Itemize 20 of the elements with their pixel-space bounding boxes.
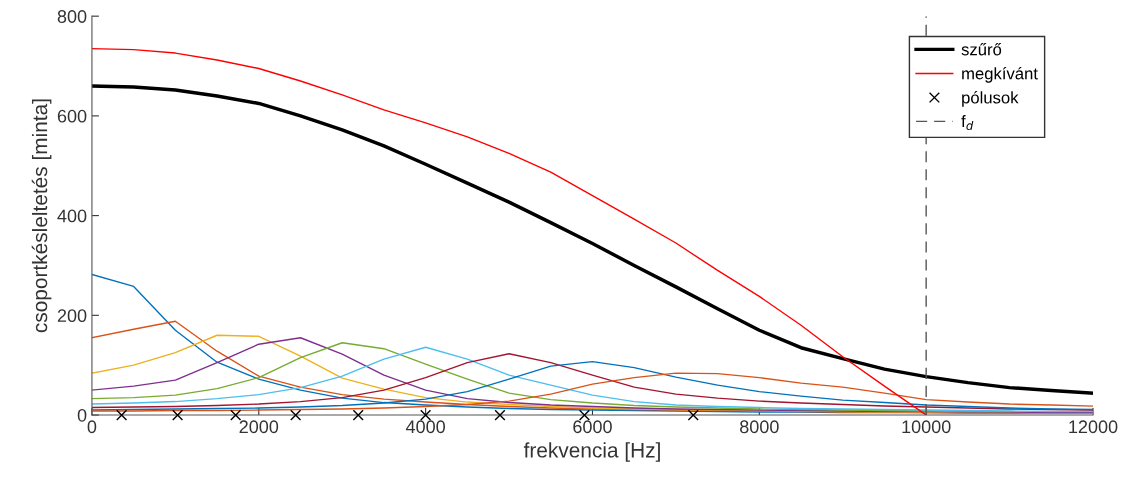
- ref-line-label: f$_{d}$: [961, 115, 974, 131]
- y-axis-title: csoportkésleltetés [minta]: [31, 99, 52, 333]
- y-tick-label: 800: [57, 10, 87, 23]
- x-tick-label: 12000: [1069, 420, 1118, 434]
- y-tick-label: 0: [77, 408, 87, 422]
- legend-label: pólusok: [962, 91, 1019, 107]
- y-tick-label: 400: [57, 209, 87, 223]
- y-tick-label: 200: [57, 309, 87, 323]
- line-series: [91, 47, 927, 416]
- y-tick-label: 600: [57, 109, 87, 123]
- line-series: [91, 84, 1093, 395]
- x-tick-label: 2000: [239, 420, 279, 434]
- x-axis-title: frekvencia [Hz]: [523, 442, 660, 462]
- legend-label: megkívánt: [962, 67, 1038, 83]
- x-tick-label: 0: [87, 420, 97, 434]
- x-tick-label: 8000: [740, 420, 779, 434]
- x-tick-label: 6000: [573, 420, 612, 434]
- x-tick-label: 4000: [405, 420, 445, 434]
- x-tick-label: 10000: [902, 420, 951, 434]
- legend-label: szűrő: [961, 42, 1002, 56]
